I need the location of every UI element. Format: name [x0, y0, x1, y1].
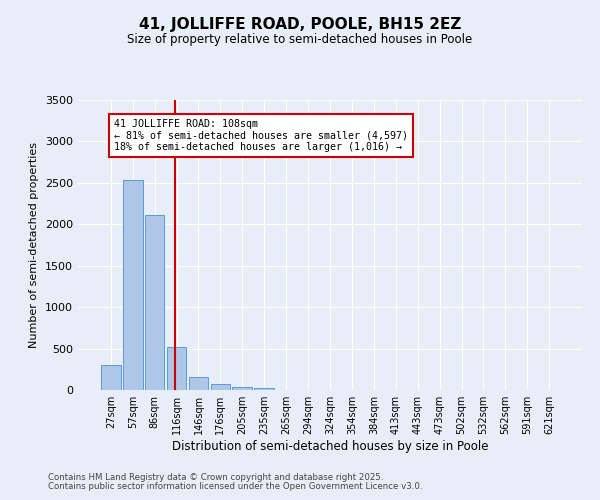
Bar — [145, 215, 164, 390]
Bar — [188, 377, 208, 390]
Bar — [167, 347, 187, 390]
Text: Contains public sector information licensed under the Open Government Licence v3: Contains public sector information licen… — [48, 482, 422, 491]
Bar — [232, 386, 252, 390]
Text: 41, JOLLIFFE ROAD, POOLE, BH15 2EZ: 41, JOLLIFFE ROAD, POOLE, BH15 2EZ — [139, 18, 461, 32]
Bar — [101, 364, 121, 390]
Y-axis label: Number of semi-detached properties: Number of semi-detached properties — [29, 142, 40, 348]
X-axis label: Distribution of semi-detached houses by size in Poole: Distribution of semi-detached houses by … — [172, 440, 488, 453]
Bar — [211, 384, 230, 390]
Text: Size of property relative to semi-detached houses in Poole: Size of property relative to semi-detach… — [127, 32, 473, 46]
Bar — [254, 388, 274, 390]
Bar — [123, 180, 143, 390]
Text: Contains HM Land Registry data © Crown copyright and database right 2025.: Contains HM Land Registry data © Crown c… — [48, 473, 383, 482]
Text: 41 JOLLIFFE ROAD: 108sqm
← 81% of semi-detached houses are smaller (4,597)
18% o: 41 JOLLIFFE ROAD: 108sqm ← 81% of semi-d… — [113, 119, 407, 152]
